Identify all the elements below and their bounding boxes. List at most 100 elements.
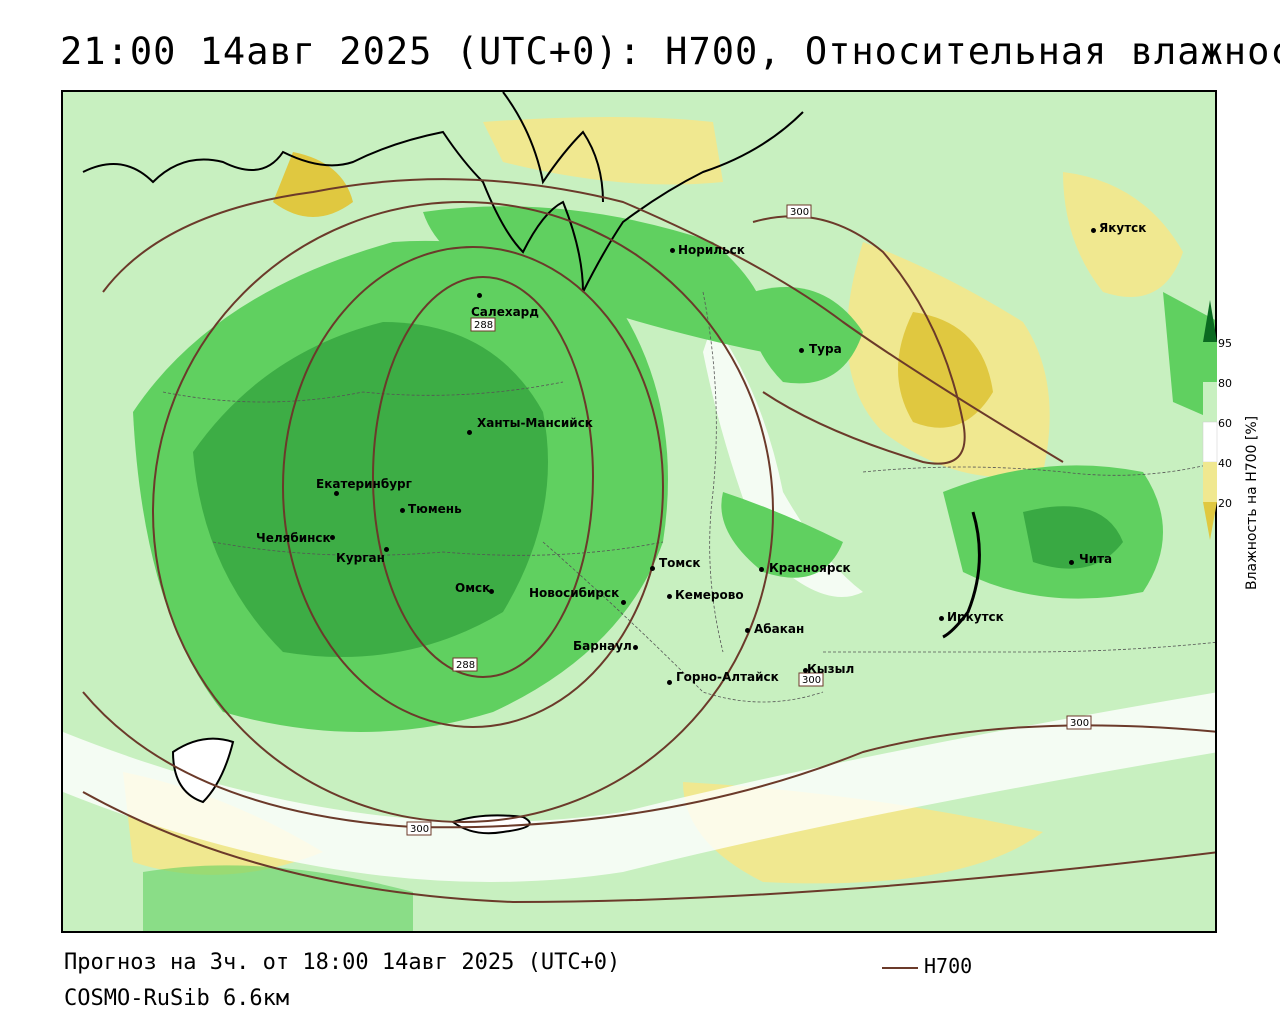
city-dot-icon xyxy=(799,348,804,353)
city-dot-icon xyxy=(334,491,339,496)
city-label: Красноярск xyxy=(769,561,851,575)
colorbar-tick: 80 xyxy=(1218,377,1232,390)
h700-isolines xyxy=(82,178,1215,904)
dry-zone-north xyxy=(483,117,723,185)
colorbar-top-arrow xyxy=(1203,300,1217,342)
very-dry-zone-northwest xyxy=(273,152,353,217)
wet-zone-north xyxy=(423,206,768,352)
city-dot-icon xyxy=(667,680,672,685)
colorbar-tick: 40 xyxy=(1218,457,1232,470)
very-wet-zone-baikal xyxy=(1023,506,1123,569)
isoline-label-box xyxy=(786,204,812,219)
city-label: Челябинск xyxy=(256,531,331,545)
model-name: COSMO-RuSib 6.6км xyxy=(64,986,290,1011)
colorbar-tick: 60 xyxy=(1218,417,1232,430)
isoline-label-box xyxy=(452,657,478,672)
forecast-info: Прогноз на 3ч. от 18:00 14авг 2025 (UTC+… xyxy=(64,950,621,975)
colorbar-dry-segment xyxy=(1203,462,1217,502)
city-label: Омск xyxy=(455,581,491,595)
city-dot-icon xyxy=(670,248,675,253)
city-label: Горно-Алтайск xyxy=(676,670,779,684)
city-dot-icon xyxy=(650,566,655,571)
city-label: Томск xyxy=(659,556,701,570)
city-label: Якутск xyxy=(1099,221,1147,235)
city-label: Курган xyxy=(336,551,385,565)
isoline-label: 288 xyxy=(456,660,475,671)
colorbar: 95 80 60 40 20 xyxy=(1202,300,1232,540)
wet-zone-krasnoyarsk xyxy=(721,492,843,578)
isoline-label-box xyxy=(1066,715,1092,730)
colorbar-tick: 20 xyxy=(1218,497,1232,510)
colorbar-title-box: Влажность на H700 [%] xyxy=(1244,350,1268,590)
city-dot-icon xyxy=(384,547,389,552)
city-dot-icon xyxy=(633,645,638,650)
lake-baikal xyxy=(942,511,981,639)
isoline-legend: H700 xyxy=(882,954,972,978)
city-label: Новосибирск xyxy=(529,586,620,600)
colorbar-neutral-segment xyxy=(1202,421,1218,463)
isoline-label: 288 xyxy=(474,320,493,331)
city-dot-icon xyxy=(1091,228,1096,233)
city-label: Тюмень xyxy=(408,502,462,516)
isoline-304 xyxy=(82,791,1215,904)
city-label: Ханты-Мансийск xyxy=(477,416,593,430)
isoline-legend-swatch xyxy=(882,966,918,969)
city-label: Кызыл xyxy=(807,662,855,676)
city-label: Абакан xyxy=(754,622,805,636)
city-dot-icon xyxy=(489,589,494,594)
isoline-292 xyxy=(152,201,774,823)
city-dot-icon xyxy=(939,616,944,621)
neutral-band-center xyxy=(703,322,863,597)
city-label: Кемерово xyxy=(675,588,744,602)
neutral-band-south xyxy=(63,692,1215,882)
isoline-288-inner xyxy=(372,276,594,678)
region-borders xyxy=(162,291,1215,703)
isoline-legend-label: H700 xyxy=(924,954,973,978)
map-canvas: 288 288 300 300 300 300 xyxy=(63,92,1215,931)
colorbar-tick: 95 xyxy=(1218,337,1232,350)
city-dot-icon xyxy=(667,594,672,599)
colorbar-moist-segment xyxy=(1203,382,1217,422)
isoline-label-box xyxy=(470,317,496,332)
isoline-label: 300 xyxy=(1070,718,1089,729)
city-label: Иркутск xyxy=(947,610,1004,624)
isoline-label: 300 xyxy=(790,207,809,218)
map-area[interactable]: 288 288 300 300 300 300 Салехард Норильс… xyxy=(61,90,1217,933)
isoline-300-south xyxy=(82,691,1215,829)
city-dot-icon xyxy=(803,668,808,673)
map-title: 21:00 14авг 2025 (UTC+0): H700, Относите… xyxy=(60,30,1280,73)
wet-zone-south-edge xyxy=(143,865,413,931)
city-label: Чита xyxy=(1079,552,1113,566)
arctic-coastline xyxy=(82,111,804,293)
wet-zone-east-edge xyxy=(1163,292,1215,421)
caspian-sea xyxy=(171,737,235,804)
isoline-label: 300 xyxy=(802,675,821,686)
wet-zone-tura xyxy=(751,287,863,384)
isoline-288-outer xyxy=(282,246,664,728)
very-wet-zone-west-siberia xyxy=(193,322,548,657)
isoline-label-box xyxy=(798,672,824,687)
city-label: Екатеринбург xyxy=(316,477,412,491)
colorbar-wet-segment xyxy=(1203,342,1217,382)
isoline-300-tura xyxy=(752,215,966,465)
city-label: Норильск xyxy=(678,243,745,257)
city-dot-icon xyxy=(467,430,472,435)
dry-zone-northeast xyxy=(1063,172,1183,297)
city-dot-icon xyxy=(759,567,764,572)
city-label: Салехард xyxy=(471,305,539,319)
city-dot-icon xyxy=(330,535,335,540)
city-label: Тура xyxy=(809,342,842,356)
yamal-coastline xyxy=(502,92,604,203)
city-label: Барнаул xyxy=(573,639,632,653)
city-dot-icon xyxy=(400,508,405,513)
city-dot-icon xyxy=(621,600,626,605)
very-dry-zone-east xyxy=(898,312,993,428)
city-dot-icon xyxy=(1069,560,1074,565)
city-dot-icon xyxy=(745,628,750,633)
isoline-label: 300 xyxy=(410,824,429,835)
colorbar-title: Влажность на H700 [%] xyxy=(1244,415,1260,590)
isoline-300-north xyxy=(102,178,1064,463)
city-dot-icon xyxy=(477,293,482,298)
colorbar-bottom-arrow xyxy=(1203,502,1217,540)
isoline-label-box xyxy=(406,821,432,836)
